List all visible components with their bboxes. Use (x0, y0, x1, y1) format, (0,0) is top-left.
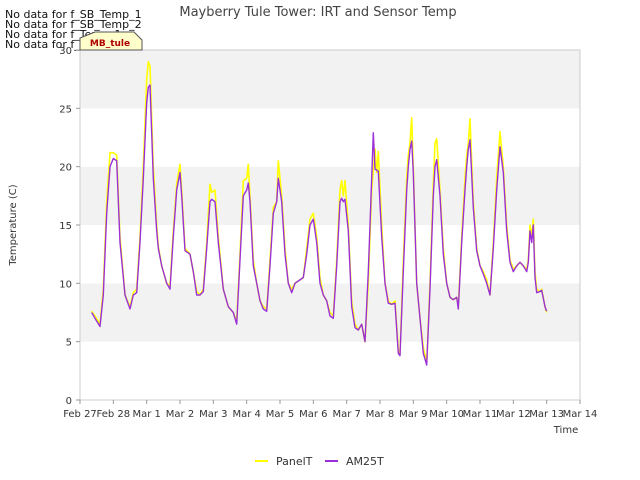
badge-label: MB_tule (90, 39, 130, 49)
x-axis-label: Time (553, 425, 578, 436)
x-tick-label: Mar 7 (332, 409, 360, 420)
y-tick-label: 10 (59, 279, 72, 290)
y-tick-label: 25 (59, 104, 72, 115)
series-lines (91, 60, 548, 366)
x-tick-label: Feb 28 (97, 409, 131, 420)
x-tick-label: Mar 3 (199, 409, 227, 420)
y-tick-label: 15 (59, 221, 72, 232)
x-tick-label: Feb 27 (63, 409, 97, 420)
x-tick-label: Mar 13 (529, 409, 564, 420)
mb-tule-badge: MB_tule (79, 31, 143, 51)
x-tick-label: Mar 10 (429, 409, 464, 420)
no-data-message: No data for f_Temp_2 (5, 38, 122, 51)
no-data-message: No data for f_SB_Temp_1 (5, 8, 142, 21)
legend-label-panelt: PanelT (276, 455, 313, 468)
x-tick-label: Mar 4 (232, 409, 260, 420)
grid-band (80, 108, 580, 167)
grid-band (80, 341, 580, 400)
y-axis-label: Temperature (C) (8, 184, 19, 266)
grid-band (80, 50, 580, 109)
plot-background-bands (80, 50, 580, 400)
chart-title: Mayberry Tule Tower: IRT and Sensor Temp (179, 5, 456, 20)
y-tick-label: 5 (66, 338, 72, 349)
x-tick-label: Mar 9 (399, 409, 427, 420)
x-tick-label: Mar 8 (366, 409, 394, 420)
x-axis: Feb 27 Feb 28 Mar 1 Mar 2 Mar 3 Mar 4 Mar 5 Mar… (63, 400, 597, 420)
legend-label-am25t: AM25T (346, 455, 384, 468)
no-data-message: No data for f_Temp_1 (5, 28, 122, 41)
x-tick-label: Mar 11 (463, 409, 498, 420)
y-tick-label: 0 (66, 396, 72, 407)
x-tick-label: Mar 1 (132, 409, 160, 420)
y-axis: 0 5 10 15 20 25 30 (59, 46, 80, 407)
y-tick-label: 20 (59, 163, 72, 174)
series-line-am25t (91, 84, 548, 366)
x-tick-label: Mar 5 (266, 409, 294, 420)
no-data-message: No data for f_SB_Temp_2 (5, 18, 142, 31)
x-tick-label: Mar 14 (563, 409, 598, 420)
grid-band (80, 225, 580, 284)
y-tick-label: 30 (59, 46, 72, 57)
x-tick-label: Mar 2 (166, 409, 194, 420)
legend: PanelT AM25T (255, 455, 384, 468)
x-tick-label: Mar 12 (496, 409, 531, 420)
x-tick-label: Mar 6 (299, 409, 327, 420)
